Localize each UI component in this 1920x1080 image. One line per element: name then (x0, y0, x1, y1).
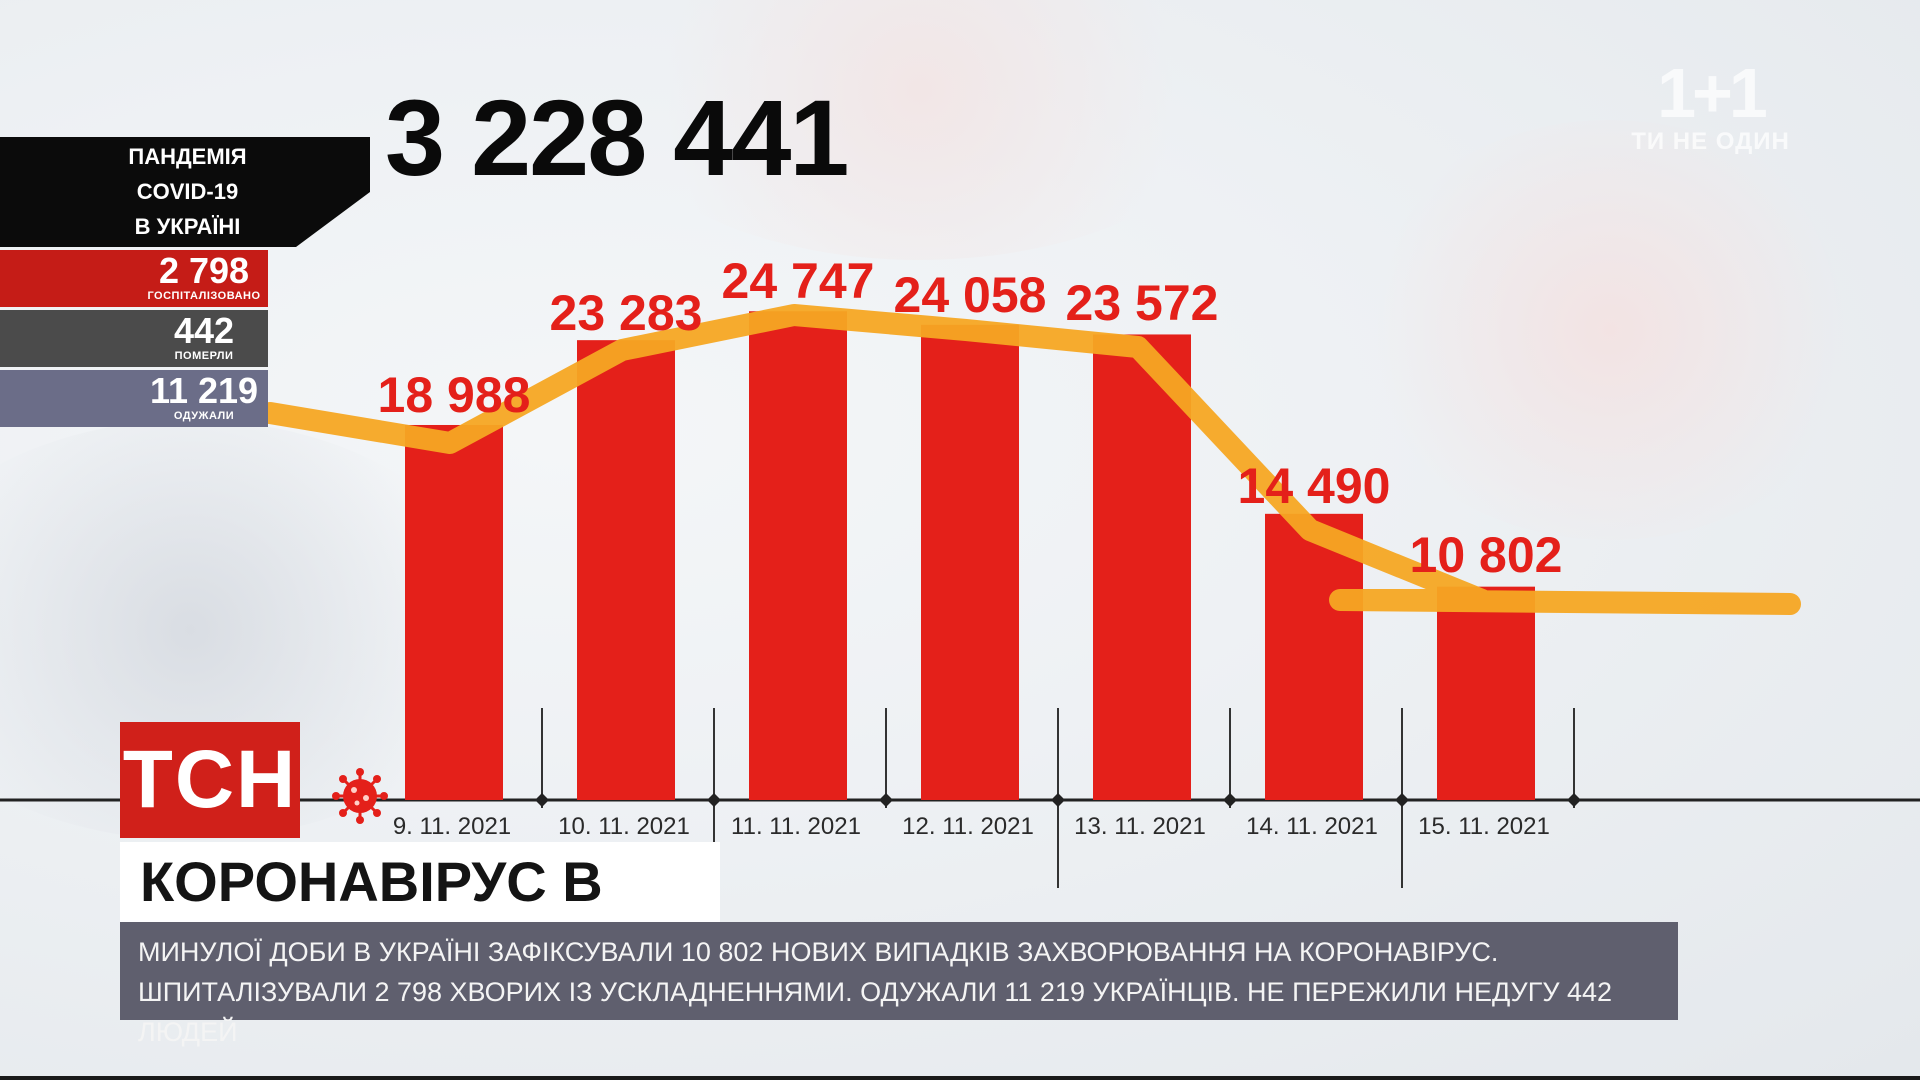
bar-value-label: 23 572 (1066, 275, 1219, 331)
channel-logo: 1+1 ТИ НЕ ОДИН (1618, 58, 1803, 156)
died-stat: 442 ПОМЕРЛИ (0, 310, 268, 367)
bar-value-label: 24 058 (894, 267, 1047, 323)
axis-tick-diamond (1395, 793, 1409, 807)
recovered-stat: 11 219 ОДУЖАЛИ (0, 370, 268, 427)
bar (921, 324, 1019, 800)
bar (1093, 334, 1191, 800)
bar-value-label: 23 283 (550, 285, 703, 341)
channel-logo-mark: 1+1 (1657, 54, 1768, 132)
background-virus-blob-top (600, 0, 1240, 260)
virus-icon (332, 768, 388, 824)
died-label: ПОМЕРЛИ (174, 350, 234, 362)
headline-bar: КОРОНАВІРУС В УКРАЇНІ (120, 842, 720, 993)
hospitalized-value: 2 798 (158, 250, 250, 291)
bottom-rule (0, 1076, 1920, 1080)
x-tick-label: 13. 11. 2021 (1074, 813, 1206, 840)
x-tick-label: 12. 11. 2021 (902, 813, 1034, 840)
panel-title-line-2: COVID-19 (136, 179, 239, 204)
hospitalized-stat: 2 798 ГОСПІТАЛІЗОВАНО (0, 250, 268, 307)
panel-title-line-3: В УКРАЇНІ (134, 214, 241, 239)
bar-value-label: 24 747 (722, 253, 875, 309)
bar-value-label: 18 988 (378, 367, 531, 423)
x-tick-label: 10. 11. 2021 (558, 813, 690, 840)
pandemic-panel-title: ПАНДЕМІЯ COVID-19 В УКРАЇНІ (0, 137, 370, 247)
x-tick-label: 14. 11. 2021 (1246, 813, 1378, 840)
x-tick-label: 15. 11. 2021 (1418, 813, 1550, 840)
bar-value-label: 14 490 (1238, 458, 1391, 514)
trend-line (259, 304, 1801, 615)
x-tick-label: 11. 11. 2021 (731, 813, 861, 840)
axis-tick-diamond (879, 793, 893, 807)
channel-logo-tagline: ТИ НЕ ОДИН (1631, 128, 1790, 155)
axis-tick-diamond (1051, 793, 1065, 807)
recovered-value: 11 219 (149, 370, 259, 411)
bar (405, 424, 503, 800)
total-cases: 3 228 441 (385, 77, 849, 198)
panel-title-line-1: ПАНДЕМІЯ (128, 144, 247, 169)
x-tick-label: 9. 11. 2021 (393, 813, 511, 840)
axis-tick-diamond (1567, 793, 1581, 807)
bar (1265, 513, 1363, 800)
axis-tick-diamond (1223, 793, 1237, 807)
bar (1437, 586, 1535, 800)
news-ticker: МИНУЛОЇ ДОБИ В УКРАЇНІ ЗАФІКСУВАЛИ 10 80… (120, 922, 1678, 1047)
recovered-label: ОДУЖАЛИ (173, 410, 235, 422)
tsn-logo: ТСН (120, 722, 300, 838)
axis-tick-diamond (535, 793, 549, 807)
bar (577, 340, 675, 800)
hospitalized-label: ГОСПІТАЛІЗОВАНО (147, 290, 261, 302)
bar-value-label: 10 802 (1410, 527, 1563, 583)
bar (749, 311, 847, 800)
died-value: 442 (173, 310, 235, 351)
axis-tick-diamond (707, 793, 721, 807)
background-virus-blob-right (1350, 120, 1870, 540)
